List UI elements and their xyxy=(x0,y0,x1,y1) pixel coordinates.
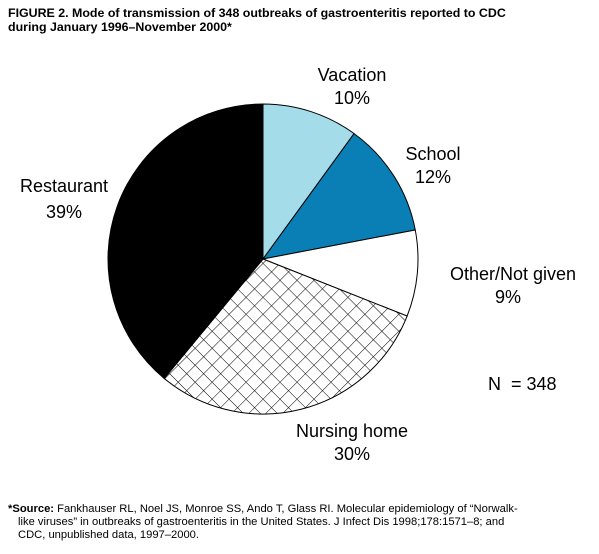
pie-slice-school xyxy=(261,132,416,260)
source-footnote: *Source: Fankhauser RL, Noel JS, Monroe … xyxy=(8,503,590,542)
pie-slices xyxy=(107,103,419,415)
slice-percent-school: 12% xyxy=(415,167,451,187)
slice-name-other: Other/Not given xyxy=(450,264,576,284)
footnote-line-1-text: Fankhauser RL, Noel JS, Monroe SS, Ando … xyxy=(54,503,518,515)
slice-percent-restaurant: 39% xyxy=(46,202,82,222)
slice-label-nursing-home: Nursing home 30% xyxy=(296,421,408,464)
footnote-source-label: Source: xyxy=(12,503,55,515)
slice-percent-vacation: 10% xyxy=(334,88,370,108)
pie-slice-restaurant xyxy=(107,103,264,380)
figure-title-line-1: FIGURE 2. Mode of transmission of 348 ou… xyxy=(8,6,506,20)
slice-name-school: School xyxy=(405,144,460,164)
slice-label-vacation: Vacation 10% xyxy=(318,65,387,108)
slice-percent-other: 9% xyxy=(495,287,521,307)
footnote-line-1: *Source: Fankhauser RL, Noel JS, Monroe … xyxy=(8,503,518,515)
slice-label-other: Other/Not given 9% xyxy=(450,264,576,307)
slice-label-restaurant: Restaurant 39% xyxy=(20,176,108,222)
pie-slice-vacation xyxy=(262,103,355,261)
footnote-line-3: CDC, unpublished data, 1997–2000. xyxy=(18,529,199,541)
total-count-label: N = 348 xyxy=(488,374,557,394)
pie-slice-nursing-home xyxy=(163,258,408,415)
figure-title-line-2: during January 1996–November 2000* xyxy=(8,20,232,34)
footnote-line-2: like viruses” in outbreaks of gastroente… xyxy=(18,516,505,528)
slice-name-vacation: Vacation xyxy=(318,65,387,85)
slice-label-school: School 12% xyxy=(405,144,460,187)
slice-name-nursing-home: Nursing home xyxy=(296,421,408,441)
pie-slice-other xyxy=(261,229,419,317)
slice-percent-nursing-home: 30% xyxy=(334,444,370,464)
figure-title: FIGURE 2. Mode of transmission of 348 ou… xyxy=(8,6,593,34)
slice-name-restaurant: Restaurant xyxy=(20,176,108,196)
footnote-marker: * xyxy=(8,503,13,515)
